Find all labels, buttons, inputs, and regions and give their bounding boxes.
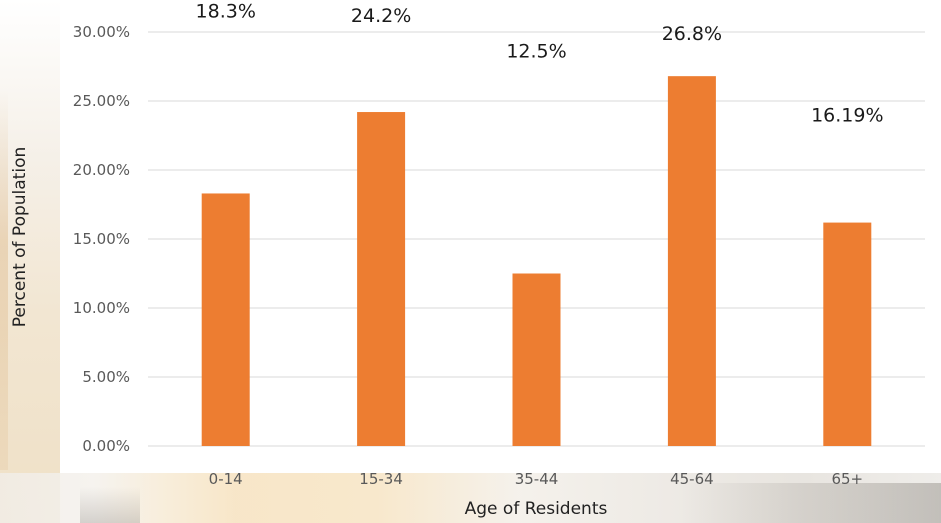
bars (201, 76, 872, 446)
y-tick-label: 30.00% (73, 23, 130, 41)
y-axis-label: Percent of Population (10, 147, 30, 327)
background-bottom-left-shade (80, 487, 140, 523)
background-bottom-shade (681, 483, 941, 523)
y-tick-label: 10.00% (73, 299, 130, 317)
data-label: 16.19% (811, 105, 883, 127)
y-axis-ticks: 0.00% 5.00% 10.00% 15.00% 20.00% 25.00% 30.00% (73, 23, 130, 455)
bar-0-14 (201, 193, 250, 446)
bar-35-44 (512, 273, 561, 446)
x-tick-label: 15-34 (359, 470, 403, 488)
y-tick-label: 5.00% (82, 368, 130, 386)
bar-15-34 (357, 112, 406, 446)
data-label: 24.2% (351, 5, 411, 27)
background-bottom-panel (0, 473, 941, 523)
x-tick-label: 65+ (831, 470, 863, 488)
bar-65+ (823, 222, 872, 446)
data-label: 18.3% (196, 0, 256, 22)
x-axis-label: Age of Residents (465, 499, 608, 519)
background-left-panel (0, 0, 60, 523)
x-tick-label: 35-44 (515, 470, 559, 488)
background-left-stripe (0, 90, 8, 470)
y-tick-label: 0.00% (82, 437, 130, 455)
data-label: 12.5% (506, 41, 566, 63)
y-tick-label: 15.00% (73, 230, 130, 248)
x-axis-ticks: 0-14 15-34 35-44 45-64 65+ (209, 470, 863, 488)
x-tick-label: 0-14 (209, 470, 243, 488)
bar-45-64 (667, 76, 716, 446)
data-label: 26.8% (662, 23, 722, 45)
y-tick-label: 25.00% (73, 92, 130, 110)
data-labels: 18.3% 24.2% 12.5% 26.8% 16.19% (196, 0, 884, 126)
x-tick-label: 45-64 (670, 470, 714, 488)
y-tick-label: 20.00% (73, 161, 130, 179)
